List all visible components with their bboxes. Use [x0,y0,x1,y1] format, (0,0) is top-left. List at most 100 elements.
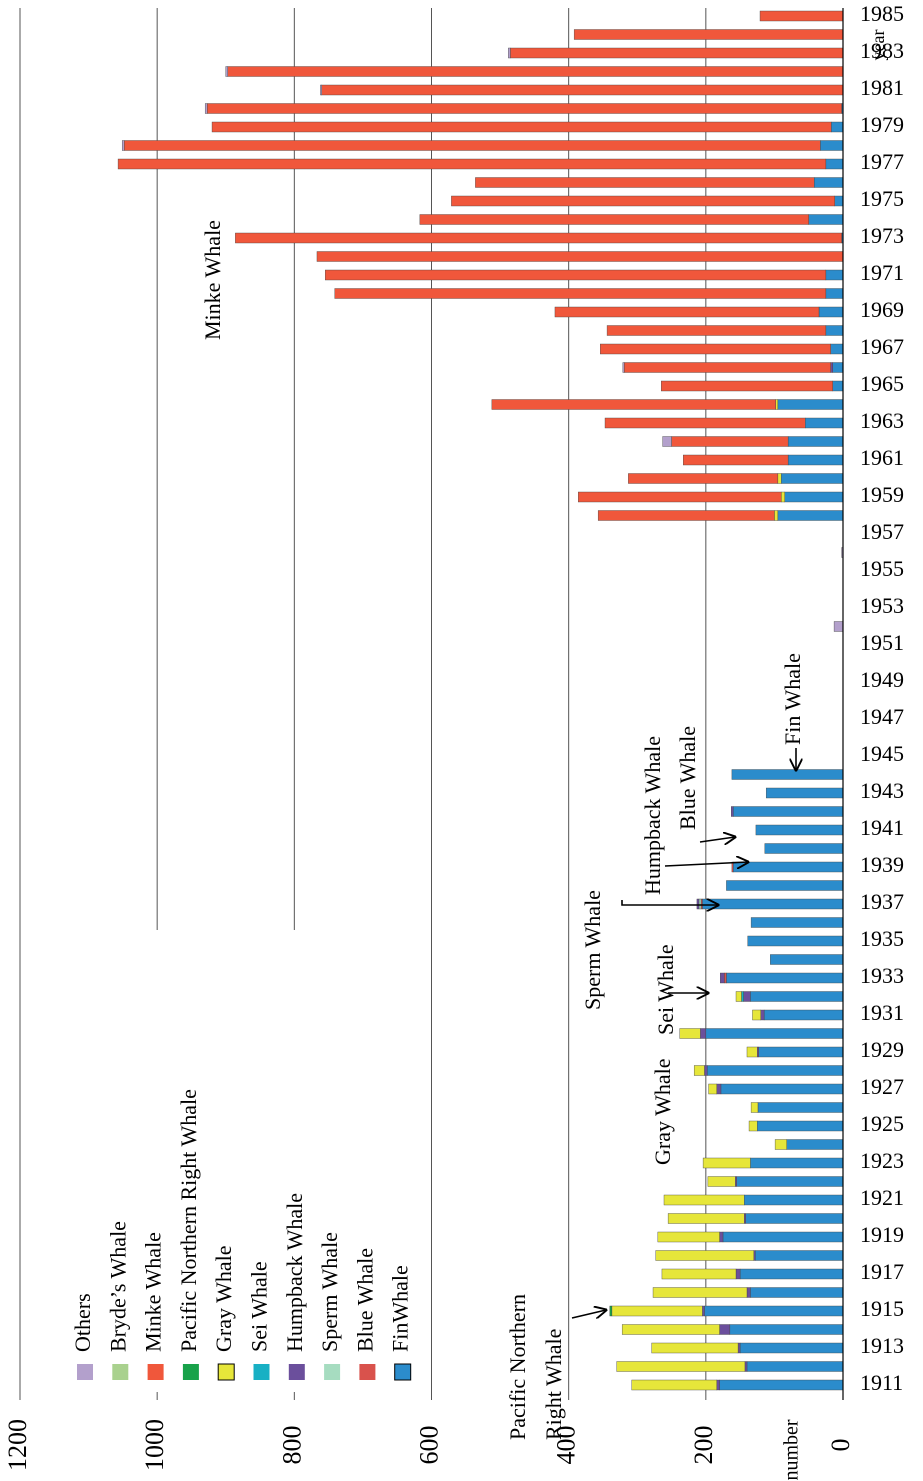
bar-segment [334,288,827,299]
bar-segment [737,1342,741,1354]
arrow [664,862,748,866]
bar-segment [743,991,751,1002]
y-tick-label: 1959 [860,482,904,507]
bar-segment [696,898,700,910]
legend-label: FinWhale [388,1265,413,1352]
y-tick-label: 1927 [860,1074,904,1099]
annotation: Minke Whale [200,220,225,340]
bar-segment [747,935,844,947]
y-tick-label: 1931 [860,1000,904,1025]
annotation: Fin Whale [780,653,805,745]
bar-segment [652,1287,748,1298]
x-tick-label: 200 [689,1426,718,1465]
x-tick-label: 600 [414,1426,443,1465]
y-tick-label: 1973 [860,223,904,248]
bar-segment [820,140,844,151]
arrow [621,900,718,905]
bar-segment [834,195,844,207]
bar-segment [235,232,842,244]
legend-label: Sei Whale [247,1261,272,1352]
bar-segment [808,214,844,225]
bar-segment [719,1231,724,1243]
y-tick-label: 1911 [860,1370,903,1395]
bar-segment [744,1213,746,1224]
bar-segment [744,1194,844,1206]
legend-swatch [77,1364,93,1380]
bar-segment [604,417,806,429]
legend-label: Minke Whale [141,1232,166,1352]
legend-label: Bryde’s Whale [105,1221,130,1352]
bar-segment [763,1009,844,1021]
bar-segment [818,306,844,318]
y-tick-label: 1953 [860,593,904,618]
bar-segment [707,1176,736,1187]
y-tick-label: 1925 [860,1111,904,1136]
bar-segment [825,269,844,281]
bar-segment [597,510,775,521]
bar-segment [211,121,832,133]
y-tick-label: 1937 [860,889,904,914]
bar-segment [700,1028,707,1039]
y-tick-label: 1945 [860,741,904,766]
legend-swatch [147,1364,164,1380]
bar-segment [651,1342,739,1354]
bar-segment [661,1268,737,1280]
bar-segment [777,399,844,410]
bar-segment [578,491,782,503]
bar-segment [750,1157,844,1169]
x-tick-label: 400 [552,1426,581,1465]
legend-label: Pacific Northern Right Whale [176,1089,201,1352]
y-tick-label: 1941 [860,815,904,840]
arrows [571,748,796,1318]
bar-segment [661,380,833,392]
bar-segment [750,991,844,1002]
bar-segment [765,787,844,799]
y-tick-label: 1929 [860,1037,904,1062]
bar-segment [781,473,844,484]
x-axis-title: number [781,1419,803,1480]
bar-segment [702,1305,705,1317]
annotation: Blue Whale [675,726,700,830]
bar-segment [207,103,842,114]
y-tick-label: 1935 [860,926,904,951]
y-tick-label: 1933 [860,963,904,988]
annotation: Sei Whale [653,944,678,1035]
bar-segment [321,84,844,96]
bar-segment [825,325,844,336]
bar-segment [813,177,844,188]
legend-swatch [182,1364,199,1380]
y-tick-label: 1961 [860,445,904,470]
legend-swatch [112,1364,129,1380]
bar-segment [724,972,727,984]
bar-segment [225,66,229,77]
bar-segment [700,898,703,910]
bar-segment [719,1324,731,1335]
legend-label: Blue Whale [352,1248,377,1352]
bar-segment [760,1009,765,1021]
bar-segment [719,1379,844,1391]
bar-segment [679,1028,701,1039]
y-tick-label: 1913 [860,1333,904,1358]
bar-segment [830,362,833,373]
bar-segment [775,399,779,410]
bar-segment [316,251,844,262]
bar-segment [831,121,844,133]
legend-swatch [253,1364,270,1380]
y-tick-label: 1955 [860,556,904,581]
bar-segment [758,1046,844,1058]
x-tick-label: 800 [277,1426,306,1465]
y-tick-label: 1947 [860,704,904,729]
y-tick-label: 1923 [860,1148,904,1173]
bar-segment [662,436,672,447]
bar-segment [227,66,844,77]
bar-segment [832,380,844,392]
bar-segment [726,880,844,891]
bar-segment [657,1231,720,1243]
annotation: Sperm Whale [580,890,605,1010]
bar-segment [628,473,779,484]
y-tick-label: 1985 [860,1,904,26]
bar-segment [746,1046,758,1058]
bar-segment [510,47,844,59]
bar-segment [663,1194,745,1206]
